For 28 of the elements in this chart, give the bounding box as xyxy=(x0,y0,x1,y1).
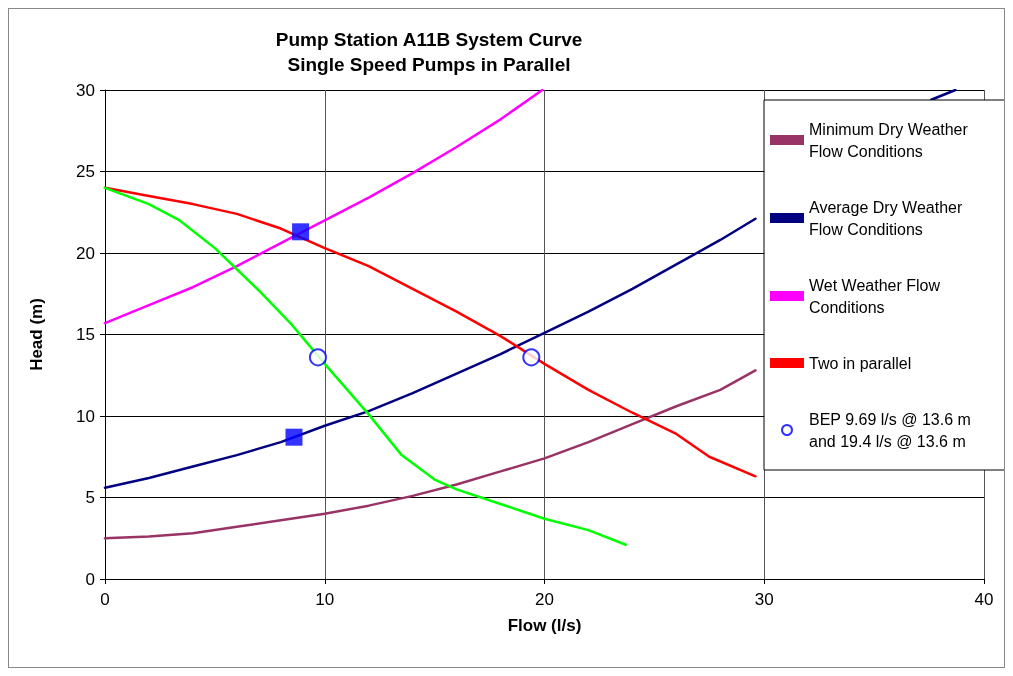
x-tick-label: 30 xyxy=(754,590,774,609)
line-series xyxy=(103,88,544,325)
legend-label: BEP 9.69 l/s @ 13.6 m and 19.4 l/s @ 13.6 m xyxy=(809,410,976,450)
y-axis-title: Head (m) xyxy=(27,298,46,371)
line-series xyxy=(103,369,757,540)
x-tick-label: 20 xyxy=(535,590,554,609)
legend-label: Wet Weather Flow Conditions xyxy=(809,276,945,316)
x-tick-label: 10 xyxy=(315,590,335,609)
x-tick-label: 0 xyxy=(100,590,110,609)
point xyxy=(292,223,310,241)
chart-subtitle: Single Speed Pumps in Parallel xyxy=(287,54,571,75)
y-tick-label: 25 xyxy=(76,162,95,181)
x-axis-title: Flow (l/s) xyxy=(507,616,582,635)
y-tick-label: 15 xyxy=(76,325,95,344)
chart-title: Pump Station A11B System Curve xyxy=(275,29,583,50)
legend-label: Two in parallel xyxy=(809,354,912,372)
x-tick-label: 40 xyxy=(974,590,994,609)
point xyxy=(308,348,327,367)
y-tick-label: 20 xyxy=(76,243,95,263)
y-tick-label: 5 xyxy=(85,488,95,507)
point xyxy=(285,428,303,446)
y-tick-label: 10 xyxy=(76,406,95,426)
y-tick-label: 0 xyxy=(85,569,95,589)
y-tick-label: 30 xyxy=(76,80,95,100)
point xyxy=(522,348,541,367)
legend-label: Average Dry Weather Flow Conditions xyxy=(809,198,967,238)
line-series xyxy=(103,186,628,547)
legend-label: Minimum Dry Weather Flow Conditions xyxy=(809,120,973,160)
